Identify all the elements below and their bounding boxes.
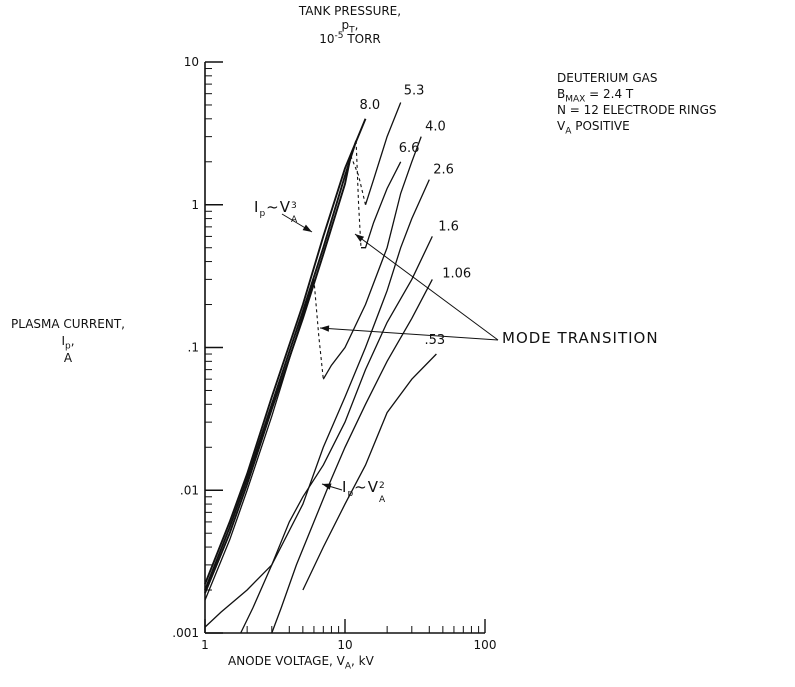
series-line — [204, 179, 430, 628]
x-tick-label: 1 — [201, 638, 209, 652]
series-line — [204, 140, 358, 591]
conditions-bmax: BMAX = 2.4 T — [557, 87, 634, 105]
y-tick-label: .1 — [188, 341, 199, 355]
y-axis-label-line1: PLASMA CURRENT, — [11, 317, 125, 331]
series-label: 2.6 — [433, 163, 454, 178]
conditions-gas: DEUTERIUM GAS — [557, 71, 658, 85]
mode-transition-arrow-upper-head — [355, 234, 365, 242]
cubic-law-label: Ip~V 3 A — [254, 198, 299, 225]
mode-transition-arrow-lower — [319, 327, 499, 341]
y-tick-label: .001 — [172, 626, 199, 640]
cubic-law-arrow-head — [302, 224, 312, 232]
axes — [204, 61, 486, 634]
series-line — [204, 279, 315, 601]
series-label: 4.0 — [425, 120, 446, 135]
conditions-block: DEUTERIUM GAS BMAX = 2.4 T N = 12 ELECTR… — [557, 70, 717, 137]
y-tick-label: .01 — [180, 483, 199, 497]
mode-transition-arrow-upper — [354, 233, 499, 341]
series-line-transition — [350, 155, 367, 205]
series-label: .53 — [424, 333, 445, 348]
y-axis-label-line2: Ip, — [61, 334, 75, 352]
series-label: 1.06 — [442, 266, 471, 281]
y-axis-label: PLASMA CURRENT, Ip, A — [8, 316, 128, 367]
series-header-line1: TANK PRESSURE, — [298, 4, 402, 18]
y-tick-label: 10 — [184, 55, 199, 69]
series-header-line2: pT, — [341, 18, 359, 36]
x-tick-label: 10 — [337, 638, 352, 652]
series-line — [302, 353, 437, 591]
series-line-transition — [355, 140, 362, 248]
conditions-rings: N = 12 ELECTRODE RINGS — [557, 103, 717, 117]
x-axis-label: ANODE VOLTAGE, VA, kV — [228, 654, 374, 672]
series-header-line3: 10-5 TORR — [319, 31, 381, 47]
series-line — [240, 236, 433, 634]
square-law-arrow-head — [322, 483, 332, 490]
series-line — [271, 279, 433, 634]
conditions-va: VA POSITIVE — [557, 119, 630, 137]
series-labels: 8.0 6.6 5.3 4.0 2.6 1.6 1.06 .53 — [359, 84, 471, 348]
y-axis-label-line3: A — [63, 351, 73, 365]
tick-labels: .001 .01 .1 1 10 1 10 100 — [172, 55, 496, 652]
mode-transition-arrow-lower-head — [320, 325, 330, 332]
series-header: TANK PRESSURE, pT, 10-5 TORR — [290, 4, 410, 46]
annotation-arrows — [281, 213, 499, 491]
series-line — [322, 136, 422, 380]
series-label: 8.0 — [359, 98, 380, 113]
y-tick-label: 1 — [191, 198, 199, 212]
series-lines — [204, 102, 437, 634]
series-line — [361, 161, 402, 249]
series-label: 6.6 — [399, 141, 420, 156]
series-line — [204, 118, 367, 585]
series-line — [364, 102, 402, 205]
square-law-label: Ip~V 2 A — [342, 478, 387, 505]
series-label: 5.3 — [404, 84, 425, 99]
series-line-transition — [313, 279, 324, 380]
mode-transition-label: MODE TRANSITION — [502, 329, 659, 347]
x-tick-label: 100 — [474, 638, 497, 652]
series-label: 1.6 — [438, 219, 459, 234]
